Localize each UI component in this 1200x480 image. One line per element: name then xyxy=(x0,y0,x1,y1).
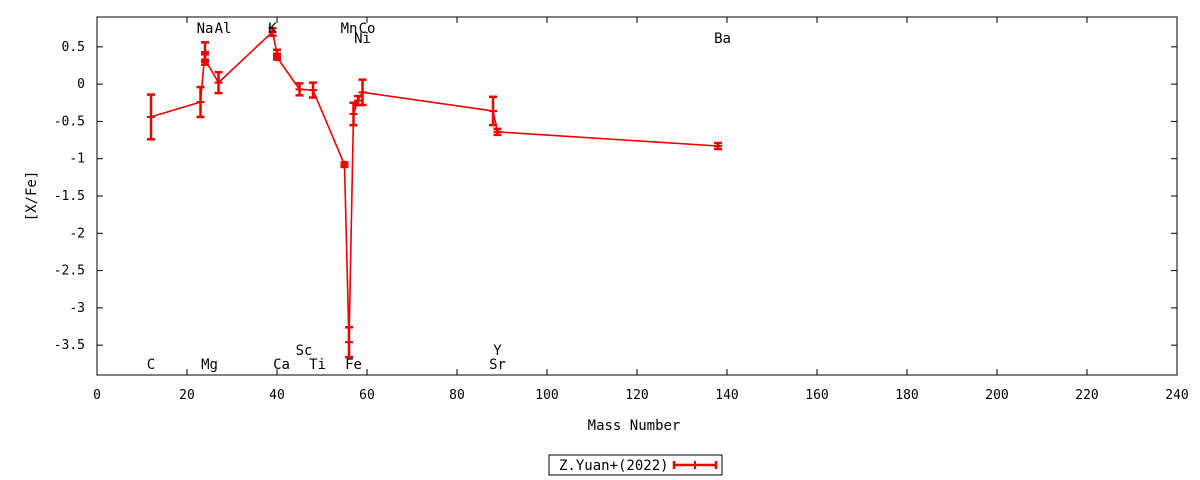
x-axis: 0 20 40 60 80 100 120 140 160 180 200 220 240 xyxy=(93,17,1189,403)
data-point xyxy=(295,82,304,97)
plot-frame xyxy=(96,16,1178,376)
element-label: Co xyxy=(359,21,376,37)
x-tick-label: 220 xyxy=(1075,388,1098,403)
data-point xyxy=(309,81,317,99)
x-tick-label: 100 xyxy=(535,388,558,403)
element-label: Sc xyxy=(296,343,313,359)
element-label: Na xyxy=(197,21,214,37)
element-label: Ti xyxy=(309,357,326,373)
x-tick-label: 0 xyxy=(93,388,101,403)
data-point xyxy=(268,26,277,37)
data-point xyxy=(714,141,722,151)
y-axis-title: [X/Fe] xyxy=(24,171,40,222)
x-tick-label: 80 xyxy=(449,388,465,403)
x-tick-label: 160 xyxy=(805,388,828,403)
legend-box xyxy=(548,454,723,476)
legend: Z.Yuan+(2022) xyxy=(548,454,723,476)
y-tick-label: 0 xyxy=(77,77,85,92)
data-point xyxy=(358,78,367,107)
data-point xyxy=(196,85,205,119)
data-point xyxy=(201,53,209,66)
y-tick-label: -2 xyxy=(69,226,85,241)
element-label: Al xyxy=(215,21,232,37)
data-point xyxy=(273,53,281,62)
element-label: K xyxy=(268,21,277,37)
element-label: C xyxy=(147,357,155,373)
element-label: Fe xyxy=(345,357,362,373)
element-label: Sr xyxy=(489,357,506,373)
element-label: Ni xyxy=(354,31,371,47)
element-label: Y xyxy=(493,343,502,359)
element-label: Mn xyxy=(341,21,358,37)
series-line xyxy=(150,30,719,343)
series-layer xyxy=(147,26,722,359)
y-tick-label: -1.5 xyxy=(54,189,85,204)
x-axis-title: Mass Number xyxy=(588,418,681,434)
x-tick-label: 180 xyxy=(895,388,918,403)
legend-label: Z.Yuan+(2022) xyxy=(559,458,669,474)
y-tick-label: -3 xyxy=(69,301,85,316)
x-tick-label: 200 xyxy=(985,388,1008,403)
y-tick-label: -1 xyxy=(69,152,85,167)
data-point xyxy=(349,101,358,127)
y-tick-label: -2.5 xyxy=(54,264,85,279)
y-tick-label: -0.5 xyxy=(54,114,85,129)
y-tick-label: -3.5 xyxy=(54,338,85,353)
element-label: Ba xyxy=(714,31,731,47)
x-tick-label: 20 xyxy=(179,388,195,403)
data-point xyxy=(340,160,349,169)
element-label: Mg xyxy=(201,357,218,373)
data-point xyxy=(214,70,223,95)
data-point xyxy=(493,127,502,137)
x-tick-label: 40 xyxy=(269,388,285,403)
x-tick-label: 140 xyxy=(715,388,738,403)
legend-sample xyxy=(672,461,718,469)
data-point xyxy=(489,95,497,127)
y-axis: 0.5 0 -0.5 -1 -1.5 -2 -2.5 -3 -3.5 xyxy=(54,40,1177,353)
data-point xyxy=(345,326,353,359)
data-point xyxy=(147,93,155,141)
x-tick-label: 120 xyxy=(625,388,648,403)
x-tick-label: 60 xyxy=(359,388,375,403)
element-label: Ca xyxy=(273,357,290,373)
y-tick-label: 0.5 xyxy=(62,40,85,55)
x-tick-label: 240 xyxy=(1165,388,1188,403)
